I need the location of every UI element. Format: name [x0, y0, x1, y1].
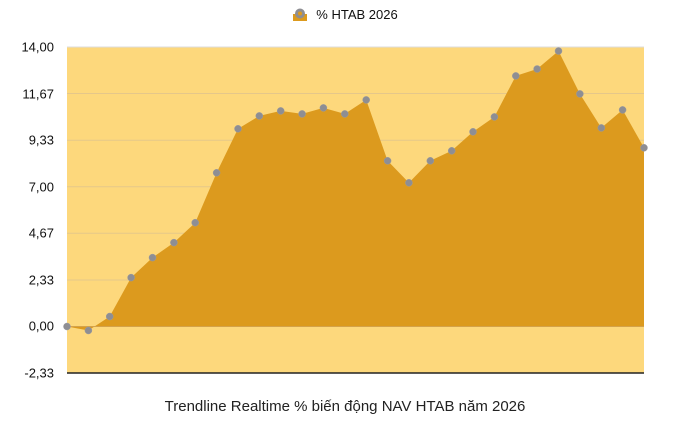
y-tick-label: 0,00 — [28, 318, 54, 334]
data-point[interactable] — [512, 72, 520, 80]
y-tick-label: -2,33 — [24, 365, 54, 381]
data-point[interactable] — [191, 218, 199, 227]
legend-label: % HTAB 2026 — [316, 6, 398, 22]
data-point[interactable] — [447, 147, 456, 155]
data-point[interactable] — [554, 47, 563, 55]
data-point[interactable] — [298, 110, 306, 118]
data-area — [67, 51, 644, 331]
data-point[interactable] — [234, 125, 242, 133]
data-point[interactable] — [533, 65, 541, 73]
data-point[interactable] — [276, 107, 285, 115]
data-point[interactable] — [212, 169, 221, 177]
data-point[interactable] — [105, 312, 114, 321]
data-point[interactable] — [255, 112, 264, 120]
data-point[interactable] — [341, 110, 349, 118]
data-point[interactable] — [469, 128, 477, 136]
data-point[interactable] — [362, 96, 370, 104]
data-point[interactable] — [640, 144, 648, 152]
y-tick-label: 11,67 — [22, 86, 54, 101]
data-point[interactable] — [383, 157, 392, 165]
area-marker-icon — [293, 8, 308, 21]
data-point[interactable] — [63, 322, 71, 331]
data-markers — [63, 47, 648, 335]
data-point[interactable] — [490, 113, 499, 121]
y-tick-label: 14,00 — [21, 39, 54, 55]
y-tick-label: 2,33 — [28, 272, 54, 288]
y-tick-label: 9,33 — [28, 132, 54, 148]
data-point[interactable] — [597, 124, 606, 132]
data-point[interactable] — [84, 326, 93, 335]
data-point[interactable] — [127, 273, 135, 282]
chart-caption: Trendline Realtime % biến động NAV HTAB … — [164, 398, 526, 415]
data-point[interactable] — [170, 238, 178, 247]
data-point[interactable] — [148, 253, 157, 262]
y-tick-label: 4,67 — [28, 225, 54, 241]
chart-legend: % HTAB 2026 — [0, 6, 690, 22]
data-point[interactable] — [618, 106, 627, 114]
data-point[interactable] — [319, 104, 328, 112]
data-point[interactable] — [576, 90, 584, 98]
y-tick-label: 7,00 — [28, 179, 54, 195]
data-point[interactable] — [405, 179, 413, 187]
data-point[interactable] — [426, 157, 435, 165]
